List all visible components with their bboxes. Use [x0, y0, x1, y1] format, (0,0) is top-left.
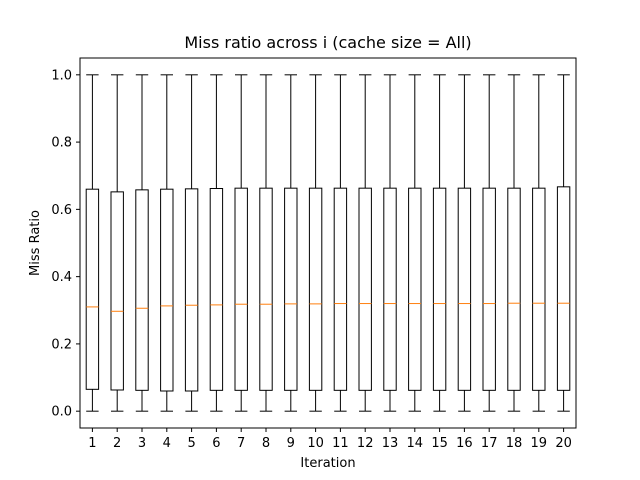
y-tick-label: 0.6	[51, 203, 72, 218]
y-axis: 0.0 0.2 0.4 0.6 0.8 1.0	[51, 68, 80, 420]
y-tick-label: 0.8	[51, 136, 72, 151]
box-11	[333, 74, 348, 412]
box-iqr	[482, 187, 496, 391]
x-tick-label: 17	[481, 436, 498, 451]
y-tick-label: 0.2	[51, 337, 72, 352]
box-iqr	[507, 187, 521, 391]
box-iqr	[160, 188, 174, 392]
x-tick-label: 7	[237, 436, 245, 451]
y-tick-label: 1.0	[51, 68, 72, 83]
box-12	[358, 74, 372, 412]
box-iqr	[432, 187, 447, 391]
box-19	[532, 74, 546, 412]
box-1	[85, 74, 100, 412]
box-6	[209, 74, 224, 412]
x-tick-label: 6	[212, 436, 220, 451]
x-tick-label: 11	[332, 436, 349, 451]
box-iqr	[110, 191, 124, 391]
box-3	[135, 74, 149, 412]
x-tick-label: 12	[357, 436, 374, 451]
x-tick-label: 16	[456, 436, 473, 451]
box-5	[184, 74, 199, 412]
x-axis-label: Iteration	[300, 456, 355, 471]
box-18	[507, 74, 521, 412]
x-tick-label: 2	[113, 436, 121, 451]
box-iqr	[556, 186, 571, 391]
box-iqr	[532, 187, 546, 391]
box-iqr	[408, 187, 422, 391]
plot-area	[85, 74, 571, 412]
x-tick-label: 14	[407, 436, 424, 451]
box-10	[308, 74, 323, 412]
y-tick-label: 0.0	[51, 405, 72, 420]
box-13	[383, 74, 397, 412]
x-tick-label: 19	[531, 436, 548, 451]
box-2	[110, 74, 124, 412]
box-iqr	[358, 187, 372, 391]
x-tick-label: 8	[262, 436, 270, 451]
box-9	[284, 74, 298, 412]
x-tick-label: 9	[287, 436, 295, 451]
x-tick-label: 18	[506, 436, 523, 451]
box-iqr	[234, 187, 248, 391]
y-tick-label: 0.4	[51, 270, 72, 285]
box-8	[259, 74, 273, 412]
x-tick-label: 1	[88, 436, 96, 451]
axes-frame	[79, 57, 577, 429]
box-iqr	[259, 187, 273, 391]
box-iqr	[209, 188, 224, 391]
box-iqr	[308, 187, 323, 391]
box-iqr	[184, 188, 199, 392]
box-iqr	[383, 187, 397, 391]
box-14	[408, 74, 422, 412]
y-axis-label: Miss Ratio	[28, 210, 43, 276]
box-4	[160, 74, 174, 412]
x-axis: 1 2 3 4 5 6 7 8 9 10 11 12 13 14 15 16 17 18 19 20	[88, 428, 572, 451]
box-iqr	[284, 187, 298, 391]
x-tick-label: 20	[555, 436, 572, 451]
box-iqr	[457, 187, 472, 391]
box-iqr	[135, 189, 149, 391]
x-tick-label: 5	[187, 436, 195, 451]
x-tick-label: 3	[138, 436, 146, 451]
box-15	[432, 74, 447, 412]
box-iqr	[85, 188, 100, 390]
box-20	[556, 74, 571, 412]
x-tick-label: 10	[307, 436, 324, 451]
box-7	[234, 74, 248, 412]
x-tick-label: 4	[163, 436, 171, 451]
x-tick-label: 15	[431, 436, 448, 451]
box-iqr	[333, 187, 348, 391]
chart-title: Miss ratio across i (cache size = All)	[184, 33, 471, 52]
box-17	[482, 74, 496, 412]
x-tick-label: 13	[382, 436, 399, 451]
box-16	[457, 74, 472, 412]
